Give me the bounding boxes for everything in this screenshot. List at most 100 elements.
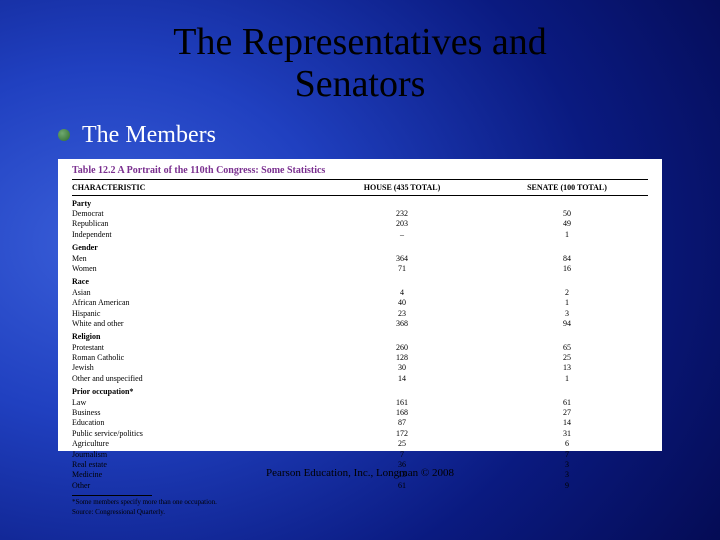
cell-characteristic: Education xyxy=(72,418,312,428)
cell-house: 364 xyxy=(312,254,492,264)
cell-house: 4 xyxy=(312,288,492,298)
cell-senate: 16 xyxy=(492,264,642,274)
table-row: Protestant26065 xyxy=(72,343,648,353)
cell-house: 368 xyxy=(312,319,492,329)
table-row: Education8714 xyxy=(72,418,648,428)
cell-characteristic: Roman Catholic xyxy=(72,353,312,363)
cell-house: 161 xyxy=(312,398,492,408)
cell-house: 260 xyxy=(312,343,492,353)
cell-senate: 7 xyxy=(492,450,642,460)
bullet-label: The Members xyxy=(82,122,216,149)
cell-characteristic: Law xyxy=(72,398,312,408)
table-row: Jewish3013 xyxy=(72,363,648,373)
table-row: Asian42 xyxy=(72,288,648,298)
cell-characteristic: Jewish xyxy=(72,363,312,373)
cell-senate: 1 xyxy=(492,298,642,308)
cell-senate: 1 xyxy=(492,230,642,240)
cell-characteristic: Women xyxy=(72,264,312,274)
cell-house: 172 xyxy=(312,429,492,439)
cell-characteristic: Business xyxy=(72,408,312,418)
cell-house: – xyxy=(312,230,492,240)
cell-senate: 3 xyxy=(492,460,642,470)
cell-senate: 2 xyxy=(492,288,642,298)
col-header-characteristic: CHARACTERISTIC xyxy=(72,183,312,192)
col-header-senate: SENATE (100 TOTAL) xyxy=(492,183,642,192)
title-line-2: Senators xyxy=(295,63,426,105)
cell-characteristic: Journalism xyxy=(72,450,312,460)
cell-characteristic: Republican xyxy=(72,219,312,229)
table-row: Agriculture256 xyxy=(72,439,648,449)
cell-senate: 25 xyxy=(492,353,642,363)
cell-house: 232 xyxy=(312,209,492,219)
table-body: PartyDemocrat23250Republican20349Indepen… xyxy=(72,199,648,492)
cell-senate: 27 xyxy=(492,408,642,418)
table-row: Hispanic233 xyxy=(72,309,648,319)
cell-house: 23 xyxy=(312,309,492,319)
cell-house: 30 xyxy=(312,363,492,373)
section-label: Prior occupation* xyxy=(72,387,648,397)
bullet-item: The Members xyxy=(58,122,720,149)
footnote-1: *Some members specify more than one occu… xyxy=(72,498,648,506)
cell-characteristic: Real estate xyxy=(72,460,312,470)
cell-senate: 1 xyxy=(492,374,642,384)
cell-characteristic: Independent xyxy=(72,230,312,240)
cell-characteristic: Hispanic xyxy=(72,309,312,319)
bullet-icon xyxy=(58,129,70,141)
table-row: Business16827 xyxy=(72,408,648,418)
cell-house: 71 xyxy=(312,264,492,274)
cell-senate: 6 xyxy=(492,439,642,449)
cell-characteristic: Agriculture xyxy=(72,439,312,449)
cell-house: 25 xyxy=(312,439,492,449)
table-image: Table 12.2 A Portrait of the 110th Congr… xyxy=(58,159,662,451)
cell-senate: 49 xyxy=(492,219,642,229)
cell-characteristic: Men xyxy=(72,254,312,264)
cell-senate: 3 xyxy=(492,309,642,319)
cell-house: 61 xyxy=(312,481,492,491)
cell-senate: 3 xyxy=(492,470,642,480)
cell-senate: 84 xyxy=(492,254,642,264)
cell-characteristic: White and other xyxy=(72,319,312,329)
cell-house: 7 xyxy=(312,450,492,460)
table-row: Medicine133 xyxy=(72,470,648,480)
slide-title: The Representatives and Senators xyxy=(0,0,720,106)
cell-senate: 50 xyxy=(492,209,642,219)
cell-house: 36 xyxy=(312,460,492,470)
table-row: Men36484 xyxy=(72,254,648,264)
cell-house: 14 xyxy=(312,374,492,384)
table-row: Roman Catholic12825 xyxy=(72,353,648,363)
section-label: Race xyxy=(72,277,648,287)
section-label: Religion xyxy=(72,332,648,342)
cell-senate: 31 xyxy=(492,429,642,439)
table-row: Women7116 xyxy=(72,264,648,274)
col-header-house: HOUSE (435 TOTAL) xyxy=(312,183,492,192)
cell-house: 40 xyxy=(312,298,492,308)
table-row: Republican20349 xyxy=(72,219,648,229)
cell-characteristic: Democrat xyxy=(72,209,312,219)
cell-senate: 13 xyxy=(492,363,642,373)
table-title: Table 12.2 A Portrait of the 110th Congr… xyxy=(72,165,648,179)
cell-characteristic: Medicine xyxy=(72,470,312,480)
table-row: Independent–1 xyxy=(72,230,648,240)
footnote-2: Source: Congressional Quarterly. xyxy=(72,508,648,516)
section-label: Gender xyxy=(72,243,648,253)
cell-characteristic: Protestant xyxy=(72,343,312,353)
table-row: Law16161 xyxy=(72,398,648,408)
cell-house: 87 xyxy=(312,418,492,428)
table-row: White and other36894 xyxy=(72,319,648,329)
table-row: Public service/politics17231 xyxy=(72,429,648,439)
cell-house: 13 xyxy=(312,470,492,480)
cell-characteristic: Public service/politics xyxy=(72,429,312,439)
section-label: Party xyxy=(72,199,648,209)
table-row: Other619 xyxy=(72,481,648,491)
cell-characteristic: Other xyxy=(72,481,312,491)
cell-senate: 65 xyxy=(492,343,642,353)
table-row: Real estate363 xyxy=(72,460,648,470)
cell-characteristic: Other and unspecified xyxy=(72,374,312,384)
cell-senate: 14 xyxy=(492,418,642,428)
table-row: Democrat23250 xyxy=(72,209,648,219)
cell-senate: 94 xyxy=(492,319,642,329)
title-line-1: The Representatives and xyxy=(173,21,547,63)
table-row: African American401 xyxy=(72,298,648,308)
cell-house: 168 xyxy=(312,408,492,418)
cell-house: 203 xyxy=(312,219,492,229)
